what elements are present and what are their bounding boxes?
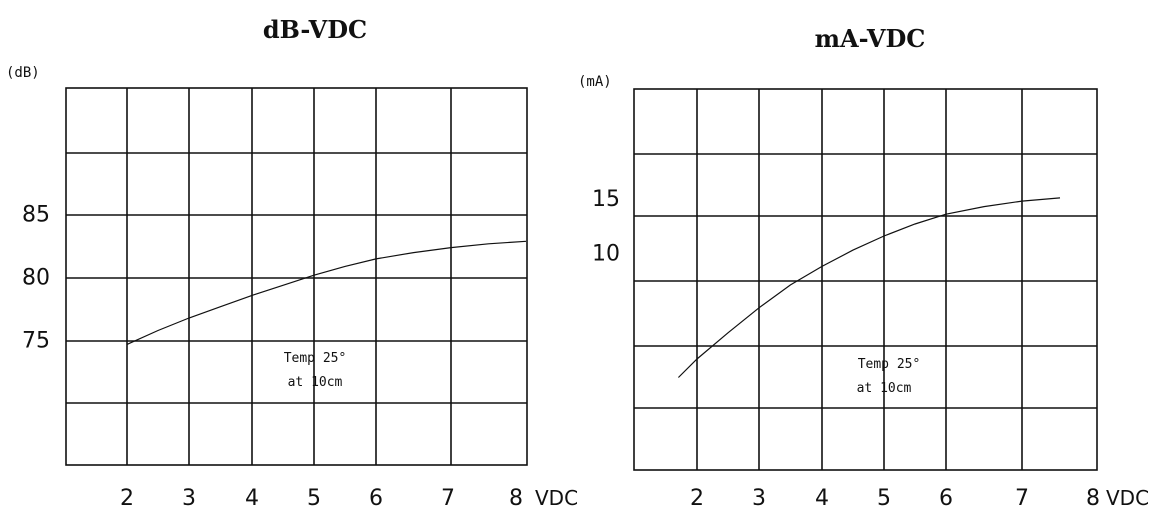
- annotation-distance: at 10cm: [288, 375, 343, 390]
- x-tick-label: 6: [939, 486, 953, 510]
- y-tick-labels: 85 80 75: [22, 203, 50, 354]
- plot-frame: [65, 87, 528, 466]
- x-tick-label: 8: [509, 486, 523, 510]
- chart-title: mA-VDC: [815, 24, 926, 53]
- x-tick-label: 2: [690, 486, 704, 510]
- x-tick-label: 3: [182, 486, 196, 510]
- x-tick-label: 5: [307, 486, 321, 510]
- x-axis-unit-label: VDC: [1106, 486, 1149, 510]
- x-tick-labels: 2 3 4 5 6 7 8: [690, 486, 1100, 510]
- annotation-distance: at 10cm: [857, 381, 912, 396]
- x-tick-labels: 2 3 4 5 6 7 8: [120, 486, 523, 510]
- x-tick-label: 5: [877, 486, 891, 510]
- annotation-temp: Temp 25°: [858, 357, 921, 372]
- y-axis-unit-label: (mA): [578, 74, 612, 90]
- x-tick-label: 2: [120, 486, 134, 510]
- data-series-line: [677, 197, 1061, 378]
- chart-grid: [65, 87, 528, 466]
- x-tick-label: 3: [752, 486, 766, 510]
- x-tick-label: 6: [369, 486, 383, 510]
- x-tick-label: 8: [1086, 486, 1100, 510]
- x-tick-label: 7: [441, 486, 455, 510]
- chart-grid: [633, 88, 1098, 471]
- y-tick-label: 15: [592, 187, 620, 212]
- y-tick-label: 80: [22, 266, 50, 291]
- plot-frame: [633, 88, 1098, 471]
- x-tick-label: 7: [1015, 486, 1029, 510]
- x-tick-label: 4: [815, 486, 829, 510]
- y-tick-label: 85: [22, 203, 50, 228]
- x-tick-label: 4: [245, 486, 259, 510]
- chart-title: dB-VDC: [263, 15, 367, 44]
- y-tick-label: 75: [22, 328, 50, 353]
- annotation-temp: Temp 25°: [284, 351, 347, 366]
- data-series-line: [126, 240, 527, 345]
- y-tick-label: 10: [592, 241, 620, 266]
- y-axis-unit-label: (dB): [6, 65, 40, 81]
- x-axis-unit-label: VDC: [535, 486, 578, 510]
